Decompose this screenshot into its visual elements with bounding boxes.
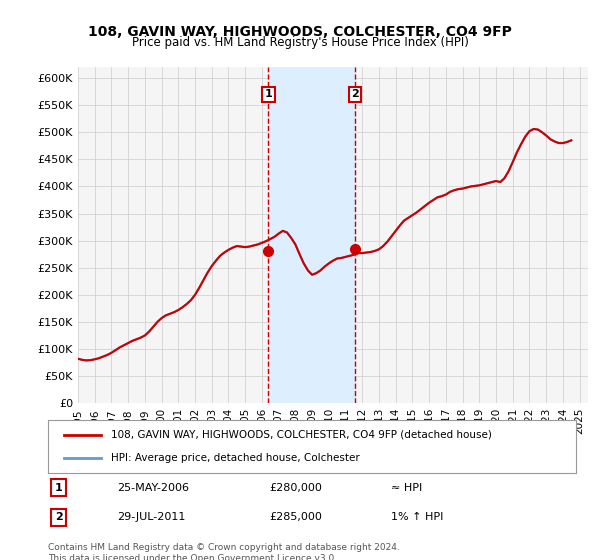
Text: HPI: Average price, detached house, Colchester: HPI: Average price, detached house, Colc…: [112, 453, 360, 463]
Text: £285,000: £285,000: [270, 512, 323, 522]
Text: 25-MAY-2006: 25-MAY-2006: [116, 483, 188, 493]
Text: 108, GAVIN WAY, HIGHWOODS, COLCHESTER, CO4 9FP (detached house): 108, GAVIN WAY, HIGHWOODS, COLCHESTER, C…: [112, 430, 492, 440]
Bar: [268, 67, 355, 403]
Text: £280,000: £280,000: [270, 483, 323, 493]
Text: 2: 2: [351, 89, 359, 99]
Text: Contains HM Land Registry data © Crown copyright and database right 2024.
This d: Contains HM Land Registry data © Crown c…: [48, 543, 400, 560]
Text: 1: 1: [265, 89, 272, 99]
Text: 1% ↑ HPI: 1% ↑ HPI: [391, 512, 443, 522]
Text: Price paid vs. HM Land Registry's House Price Index (HPI): Price paid vs. HM Land Registry's House …: [131, 36, 469, 49]
Text: 29-JUL-2011: 29-JUL-2011: [116, 512, 185, 522]
Text: 1: 1: [55, 483, 62, 493]
Text: 108, GAVIN WAY, HIGHWOODS, COLCHESTER, CO4 9FP: 108, GAVIN WAY, HIGHWOODS, COLCHESTER, C…: [88, 25, 512, 39]
Text: ≈ HPI: ≈ HPI: [391, 483, 422, 493]
Text: 2: 2: [55, 512, 62, 522]
